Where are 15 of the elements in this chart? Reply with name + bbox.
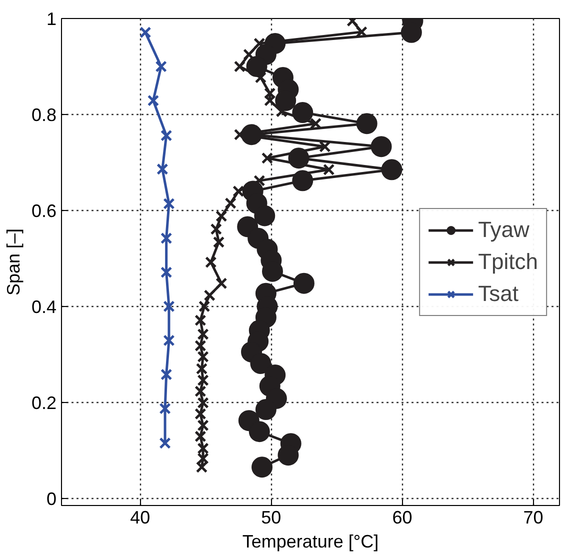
x-tick-label: 50 xyxy=(261,508,282,528)
x-tick-label: 70 xyxy=(523,508,544,528)
legend-label: Tsat xyxy=(478,280,518,306)
y-tick-label: 0 xyxy=(46,488,57,509)
y-tick-label: 0.4 xyxy=(31,296,57,317)
y-axis-title: Span [–] xyxy=(3,228,24,296)
legend-label: Tyaw xyxy=(478,216,530,242)
x-axis-title: Temperature [°C] xyxy=(242,532,379,552)
y-tick-label: 0.6 xyxy=(31,200,57,221)
x-tick-label: 60 xyxy=(392,508,412,528)
y-tick-label: 0.8 xyxy=(31,104,57,125)
y-tick-label: 1 xyxy=(46,9,57,29)
x-tick-label: 40 xyxy=(130,508,150,528)
legend-label: Tpitch xyxy=(478,248,538,274)
y-tick-label: 0.2 xyxy=(31,392,57,413)
